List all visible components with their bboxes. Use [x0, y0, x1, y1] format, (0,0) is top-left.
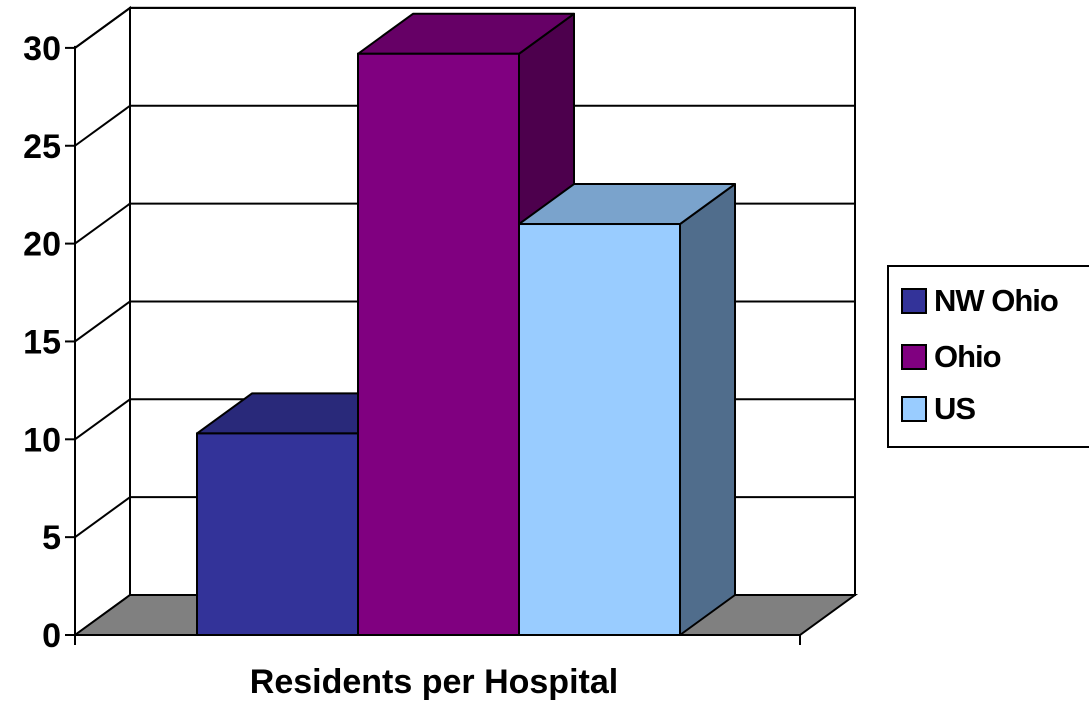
legend: NW Ohio Ohio US	[887, 265, 1089, 448]
legend-item-us: US	[901, 389, 976, 429]
x-axis-label: Residents per Hospital	[250, 663, 618, 701]
bar-us	[518, 183, 736, 636]
legend-item-ohio: Ohio	[901, 337, 1002, 377]
y-tick-label: 15	[23, 323, 61, 361]
bar-front-nw-ohio	[196, 432, 359, 636]
legend-label-us: US	[934, 391, 976, 426]
bar-front-us	[518, 223, 681, 636]
legend-swatch-ohio	[901, 344, 927, 370]
y-tick-label: 0	[42, 617, 61, 655]
y-tick-label: 5	[42, 519, 61, 557]
bar-side-us	[679, 183, 736, 636]
y-tick-label: 10	[23, 421, 61, 459]
y-tick-label: 20	[23, 226, 61, 264]
gridline-side	[74, 496, 131, 538]
gridline-side	[74, 398, 131, 441]
legend-label-ohio: Ohio	[934, 339, 1002, 374]
gridline-side	[74, 7, 131, 49]
axes	[65, 45, 801, 645]
legend-swatch-nw-ohio	[901, 288, 927, 314]
legend-item-nw-ohio: NW Ohio	[901, 281, 1059, 321]
y-tick-labels: 0 5 10 15 20 25 30	[23, 30, 61, 655]
y-tick-label: 30	[23, 30, 61, 68]
bars	[196, 12, 736, 637]
bar-front-ohio	[357, 52, 520, 637]
legend-swatch-us	[901, 396, 927, 422]
legend-label-nw-ohio: NW Ohio	[934, 283, 1059, 318]
y-tick-label: 25	[23, 128, 61, 166]
gridline-side	[74, 202, 131, 245]
gridline-side	[74, 104, 131, 147]
gridline-side	[74, 300, 131, 343]
